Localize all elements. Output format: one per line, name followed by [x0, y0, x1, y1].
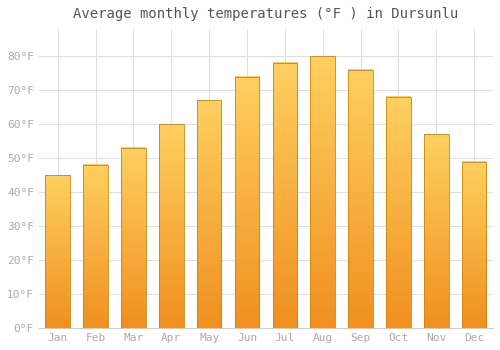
Bar	[46, 175, 70, 328]
Bar	[159, 124, 184, 328]
Bar	[462, 162, 486, 328]
Bar	[348, 70, 373, 328]
Bar	[424, 134, 448, 328]
Bar	[386, 97, 410, 328]
Title: Average monthly temperatures (°F ) in Dursunlu: Average monthly temperatures (°F ) in Du…	[74, 7, 458, 21]
Bar	[121, 148, 146, 328]
Bar	[272, 63, 297, 328]
Bar	[197, 100, 222, 328]
Bar	[310, 56, 335, 328]
Bar	[84, 165, 108, 328]
Bar	[234, 77, 260, 328]
